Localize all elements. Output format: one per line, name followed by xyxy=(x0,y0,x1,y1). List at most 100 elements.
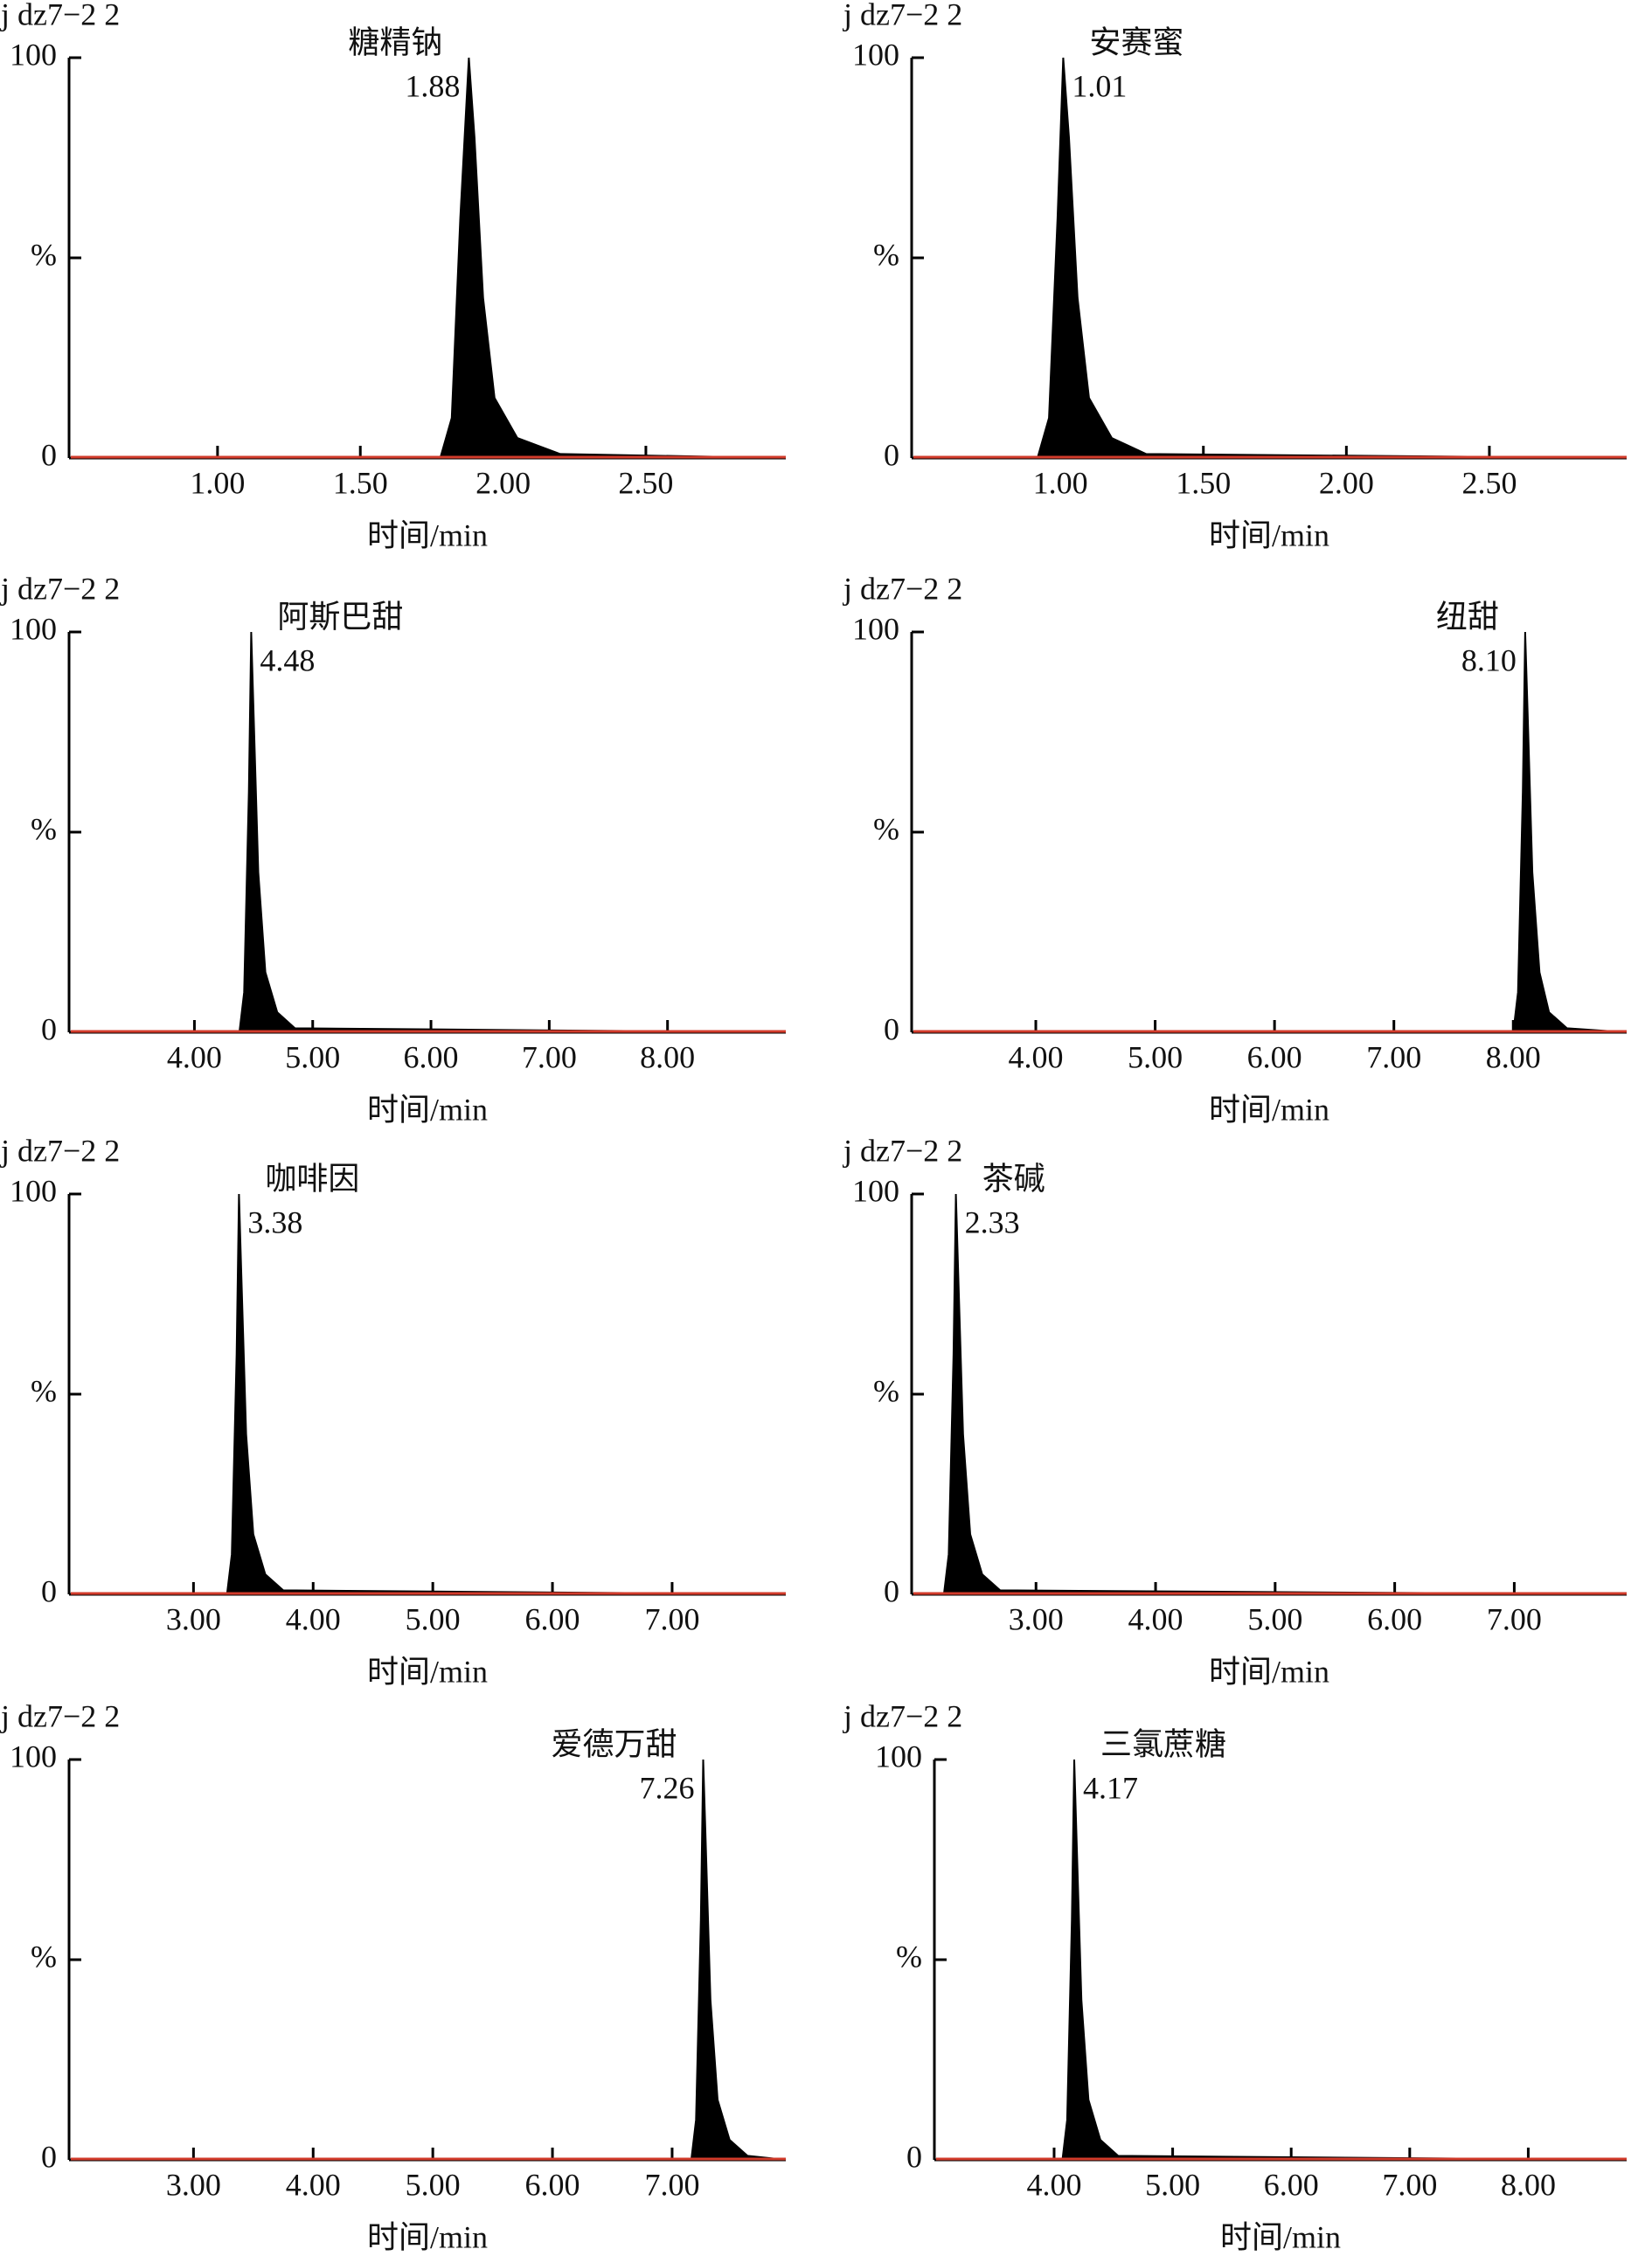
chromatogram-peak xyxy=(912,631,1628,1033)
peak-rt: 4.17 xyxy=(1083,1770,1138,1805)
x-tick-label: 4.00 xyxy=(1026,2167,1081,2202)
x-tick-label: 1.00 xyxy=(1033,465,1088,500)
x-tick-label: 7.00 xyxy=(1366,1039,1421,1074)
y-tick-label: 0 xyxy=(41,2139,57,2174)
y-tick-label: % xyxy=(31,811,57,846)
chromatogram-peak xyxy=(912,1193,1628,1595)
x-axis-label: 时间/min xyxy=(367,2219,488,2254)
peak-rt: 7.26 xyxy=(640,1770,695,1805)
y-tick-label: 100 xyxy=(10,1173,57,1208)
x-tick-label: 8.00 xyxy=(1486,1039,1541,1074)
x-tick-label: 5.00 xyxy=(1145,2167,1200,2202)
y-tick-label: 0 xyxy=(884,1011,899,1046)
x-tick-label: 5.00 xyxy=(1247,1601,1302,1636)
x-tick-label: 7.00 xyxy=(644,1601,699,1636)
x-tick-label: 1.50 xyxy=(1176,465,1231,500)
x-tick-label: 8.00 xyxy=(640,1039,695,1074)
x-tick-label: 4.00 xyxy=(1009,1039,1064,1074)
y-tick-label: 100 xyxy=(852,611,899,646)
peak-name: 咖啡因 xyxy=(265,1161,359,1196)
x-tick-label: 2.50 xyxy=(618,465,673,500)
y-tick-label: 0 xyxy=(41,1011,57,1046)
x-axis-label: 时间/min xyxy=(1220,2219,1341,2254)
x-tick-label: 1.50 xyxy=(333,465,388,500)
x-tick-label: 5.00 xyxy=(285,1039,340,1074)
x-tick-label: 6.00 xyxy=(404,1039,459,1074)
peak-name: 糖精钠 xyxy=(348,24,442,59)
x-tick-label: 7.00 xyxy=(1382,2167,1437,2202)
peak-rt: 2.33 xyxy=(965,1204,1020,1239)
x-axis-label: 时间/min xyxy=(1209,1092,1329,1127)
x-tick-label: 6.00 xyxy=(525,2167,580,2202)
y-tick-label: 100 xyxy=(875,1739,922,1774)
chromatogram-peak xyxy=(934,1759,1628,2161)
panel-title: j dz7−2 2 xyxy=(842,571,962,606)
panel-title: j dz7−2 2 xyxy=(0,1698,120,1733)
x-tick-label: 4.00 xyxy=(286,1601,341,1636)
y-tick-label: % xyxy=(31,237,57,272)
y-tick-label: % xyxy=(873,1373,899,1408)
peak-name: 阿斯巴甜 xyxy=(277,599,403,634)
peak-rt: 1.01 xyxy=(1072,68,1127,103)
x-tick-label: 5.00 xyxy=(1128,1039,1183,1074)
x-tick-label: 3.00 xyxy=(166,1601,221,1636)
panel-title: j dz7−2 2 xyxy=(0,1133,120,1168)
chromatogram-peak xyxy=(69,57,787,459)
x-tick-label: 5.00 xyxy=(406,1601,461,1636)
y-tick-label: 100 xyxy=(852,1173,899,1208)
x-tick-label: 3.00 xyxy=(1009,1601,1064,1636)
x-tick-label: 7.00 xyxy=(1487,1601,1542,1636)
y-tick-label: % xyxy=(873,237,899,272)
y-tick-label: 0 xyxy=(884,1573,899,1608)
peak-name: 爱德万甜 xyxy=(552,1726,677,1761)
x-tick-label: 4.00 xyxy=(286,2167,341,2202)
x-tick-label: 6.00 xyxy=(1264,2167,1319,2202)
y-tick-label: % xyxy=(873,811,899,846)
peak-rt: 8.10 xyxy=(1461,642,1517,677)
peak-rt: 4.48 xyxy=(260,642,315,677)
chromatogram-peak xyxy=(69,1193,787,1595)
chromatogram-peak xyxy=(69,631,787,1033)
x-tick-label: 8.00 xyxy=(1501,2167,1556,2202)
x-tick-label: 6.00 xyxy=(1247,1039,1302,1074)
x-tick-label: 2.00 xyxy=(475,465,531,500)
peak-name: 茶碱 xyxy=(982,1161,1045,1196)
panel-title: j dz7−2 2 xyxy=(842,1133,962,1168)
y-tick-label: 100 xyxy=(10,611,57,646)
x-tick-label: 6.00 xyxy=(525,1601,580,1636)
panel-title: j dz7−2 2 xyxy=(0,0,120,31)
panel-title: j dz7−2 2 xyxy=(842,1698,962,1733)
x-tick-label: 4.00 xyxy=(167,1039,222,1074)
panel-title: j dz7−2 2 xyxy=(842,0,962,31)
y-tick-label: 0 xyxy=(41,437,57,472)
x-axis-label: 时间/min xyxy=(367,1654,488,1689)
peak-name: 三氯蔗糖 xyxy=(1100,1726,1226,1761)
x-tick-label: 7.00 xyxy=(644,2167,699,2202)
peak-name: 纽甜 xyxy=(1436,599,1499,634)
x-axis-label: 时间/min xyxy=(1209,517,1329,552)
x-tick-label: 4.00 xyxy=(1128,1601,1183,1636)
x-axis-label: 时间/min xyxy=(367,1092,488,1127)
y-tick-label: 0 xyxy=(41,1573,57,1608)
y-tick-label: % xyxy=(31,1939,57,1974)
chromatogram-peak xyxy=(69,1759,787,2161)
y-tick-label: 0 xyxy=(884,437,899,472)
y-tick-label: % xyxy=(896,1939,922,1974)
x-tick-label: 7.00 xyxy=(522,1039,577,1074)
y-tick-label: % xyxy=(31,1373,57,1408)
x-axis-label: 时间/min xyxy=(367,517,488,552)
peak-name: 安赛蜜 xyxy=(1089,24,1183,59)
x-axis-label: 时间/min xyxy=(1209,1654,1329,1689)
y-tick-label: 100 xyxy=(852,37,899,72)
peak-rt: 1.88 xyxy=(405,68,460,103)
x-tick-label: 1.00 xyxy=(190,465,245,500)
x-tick-label: 6.00 xyxy=(1367,1601,1422,1636)
peak-rt: 3.38 xyxy=(247,1204,302,1239)
y-tick-label: 100 xyxy=(10,37,57,72)
chromatogram-peak xyxy=(912,57,1628,459)
y-tick-label: 0 xyxy=(906,2139,922,2174)
x-tick-label: 2.50 xyxy=(1461,465,1517,500)
x-tick-label: 3.00 xyxy=(166,2167,221,2202)
x-tick-label: 5.00 xyxy=(406,2167,461,2202)
